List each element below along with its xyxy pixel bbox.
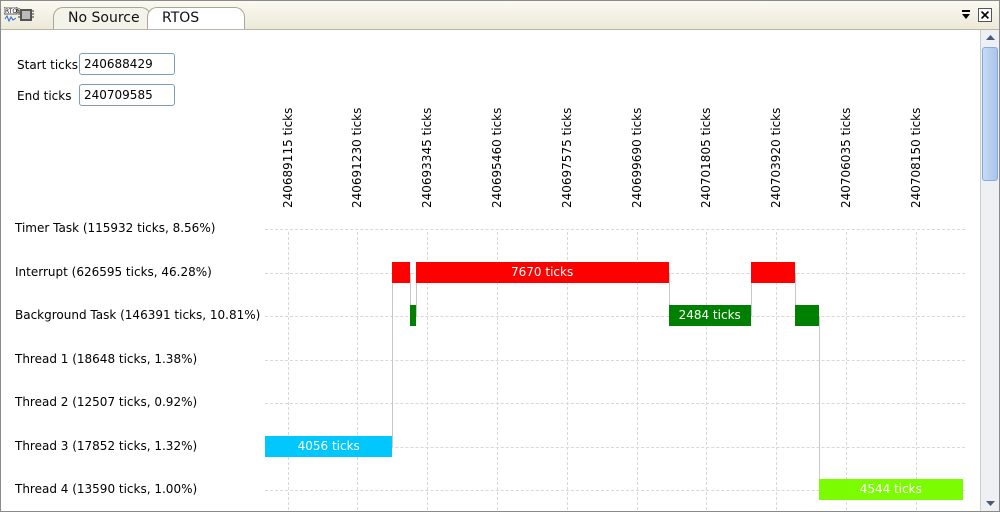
transition-connector	[818, 316, 820, 490]
tick-label-text: 240701805 ticks	[699, 107, 714, 208]
tick-label-text: 240693345 ticks	[420, 107, 435, 208]
tick-gridline	[427, 232, 429, 510]
tick-label: 240689115 ticks	[280, 108, 296, 208]
tab-bar: RTOS No Source RTOS Trace	[1, 1, 999, 47]
scrollbar-thumb[interactable]	[982, 47, 998, 181]
transition-connector	[750, 272, 752, 316]
tick-label: 240703920 ticks	[768, 108, 784, 208]
close-icon[interactable]	[978, 8, 992, 22]
tab-label: No Source	[68, 10, 140, 26]
tick-gridline	[915, 232, 917, 510]
scroll-down-icon[interactable]	[981, 495, 1000, 511]
tick-gridline	[845, 232, 847, 510]
row-label: Thread 2 (12507 ticks, 0.92%)	[15, 395, 198, 409]
row-gridline	[265, 229, 965, 230]
row-label: Thread 1 (18648 ticks, 1.38%)	[15, 351, 198, 366]
tick-gridline	[706, 232, 708, 510]
trace-segment-bar[interactable]	[392, 261, 411, 283]
start-ticks-input[interactable]	[79, 53, 175, 75]
tick-gridline	[776, 232, 778, 510]
row-gridline	[265, 490, 965, 491]
tick-label-text: 240695460 ticks	[490, 107, 504, 208]
row-gridline	[265, 316, 965, 317]
transition-connector	[794, 272, 796, 316]
row-gridline	[265, 359, 965, 361]
row-label: Timer Task (115932 ticks, 8.56%)	[15, 221, 216, 235]
scroll-up-icon[interactable]	[981, 30, 1000, 46]
tick-label: 240695460 ticks	[489, 108, 505, 208]
transition-connector	[668, 272, 670, 316]
tick-label-text: 240706035 ticks	[838, 107, 853, 208]
tick-label-text: 240699690 ticks	[629, 107, 644, 208]
rtos-trace-view-icon: RTOS	[4, 7, 34, 23]
tick-label-text: 240708150 ticks	[908, 107, 923, 208]
trace-segment-bar[interactable]	[794, 305, 819, 326]
transition-connector	[415, 272, 417, 316]
svg-text:RTOS: RTOS	[5, 8, 21, 15]
end-ticks-input[interactable]	[79, 84, 175, 106]
view-menu-icon[interactable]	[959, 7, 973, 23]
row-gridline	[265, 403, 965, 404]
trace-segment-bar[interactable]: 7670 ticks	[415, 261, 669, 283]
transition-connector	[392, 272, 394, 447]
start-ticks-label: Start ticks	[17, 58, 78, 72]
tick-label: 240693345 ticks	[419, 108, 435, 208]
tick-gridline	[566, 232, 568, 510]
tick-label-text: 240691230 ticks	[350, 107, 365, 208]
row-label: Background Task (146391 ticks, 10.81%)	[15, 308, 261, 322]
tick-label-text: 240689115 ticks	[280, 107, 295, 208]
tick-label: 240708150 ticks	[908, 108, 924, 208]
tick-gridline	[357, 232, 359, 510]
tick-gridline	[287, 232, 289, 510]
tick-label: 240706035 ticks	[838, 108, 854, 208]
trace-segment-bar[interactable]	[750, 261, 795, 283]
tab-rtos-trace[interactable]: RTOS Trace	[147, 7, 245, 47]
tick-label: 240691230 ticks	[349, 108, 365, 208]
trace-segment-bar[interactable]	[410, 305, 416, 326]
trace-segment-bar[interactable]: 4056 ticks	[265, 435, 393, 457]
trace-segment-bar[interactable]: 2484 ticks	[668, 305, 751, 326]
tick-label: 240699690 ticks	[629, 108, 645, 208]
transition-connector	[410, 272, 412, 316]
tick-label-text: 240697575 ticks	[559, 107, 574, 208]
tab-no-source[interactable]: No Source	[53, 7, 151, 29]
row-label: Interrupt (626595 ticks, 46.28%)	[15, 264, 212, 279]
tick-label-text: 240703920 ticks	[769, 107, 784, 208]
end-ticks-label: End ticks	[17, 89, 72, 103]
trace-segment-bar[interactable]: 4544 ticks	[818, 479, 963, 500]
tick-gridline	[497, 232, 498, 510]
trace-content: Start ticks End ticks 240689115 ticks 240…	[1, 30, 979, 511]
vertical-scrollbar[interactable]	[980, 30, 1000, 511]
tick-label: 240697575 ticks	[559, 108, 575, 208]
row-gridline	[265, 446, 965, 448]
row-label: Thread 4 (13590 ticks, 1.00%)	[15, 482, 198, 496]
tick-gridline	[636, 232, 638, 510]
row-label: Thread 3 (17852 ticks, 1.32%)	[15, 438, 198, 453]
tick-label: 240701805 ticks	[698, 108, 714, 208]
